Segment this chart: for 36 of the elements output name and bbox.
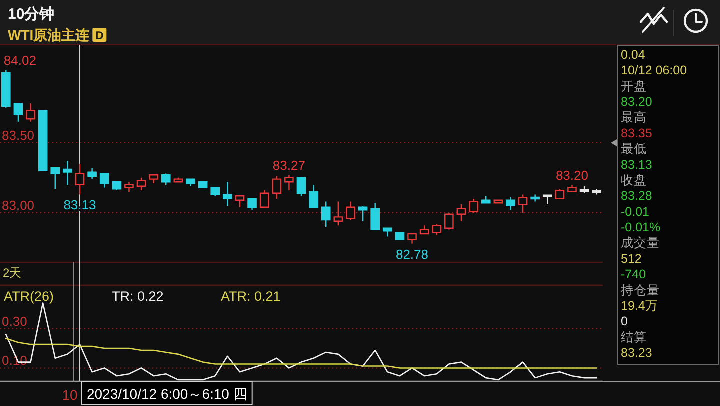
text: 83.13 xyxy=(621,158,652,172)
y-tick-label: 83.50 xyxy=(2,128,35,143)
text: -0.01 xyxy=(621,204,650,219)
text: WTI原油主连 xyxy=(8,27,91,43)
text: 结算 xyxy=(621,330,647,344)
text: 83.28 xyxy=(621,189,652,204)
text: 83.23 xyxy=(621,346,652,360)
text: 成交量 xyxy=(621,235,660,250)
text: 10 xyxy=(62,387,78,403)
y-tick-label: 0.30 xyxy=(2,314,28,329)
text: -0.01% xyxy=(621,220,661,235)
text: ATR: 0.21 xyxy=(221,289,281,304)
text: 2天 xyxy=(3,266,22,280)
text: 83.27 xyxy=(272,158,306,174)
chart-title: ATR(26) xyxy=(4,289,54,304)
text: 19.4万 xyxy=(621,298,658,313)
text: 84.02 xyxy=(4,53,36,68)
text: 82.78 xyxy=(396,246,429,262)
text: 83.20 xyxy=(556,168,589,183)
chart-title: 10分钟 xyxy=(8,6,55,23)
text: 83.35 xyxy=(621,126,652,140)
text: 收盘 xyxy=(621,173,647,188)
text: 开盘 xyxy=(621,79,647,94)
text: 0.04 xyxy=(621,48,646,62)
text: 83.20 xyxy=(621,95,652,110)
text: TR: 0.22 xyxy=(112,289,164,304)
text: 2023/10/12 6:00～6:10 四 xyxy=(86,386,248,402)
y-tick-label: 83.00 xyxy=(2,198,35,213)
text: 持仓量 xyxy=(621,283,660,298)
text: -740 xyxy=(621,268,646,282)
text: 10/12 06:00 xyxy=(621,64,688,78)
annotation: D xyxy=(96,30,104,42)
text: 0 xyxy=(621,314,628,329)
text: 最高 xyxy=(621,110,647,125)
text: 最低 xyxy=(621,142,647,156)
text: 512 xyxy=(621,252,642,266)
